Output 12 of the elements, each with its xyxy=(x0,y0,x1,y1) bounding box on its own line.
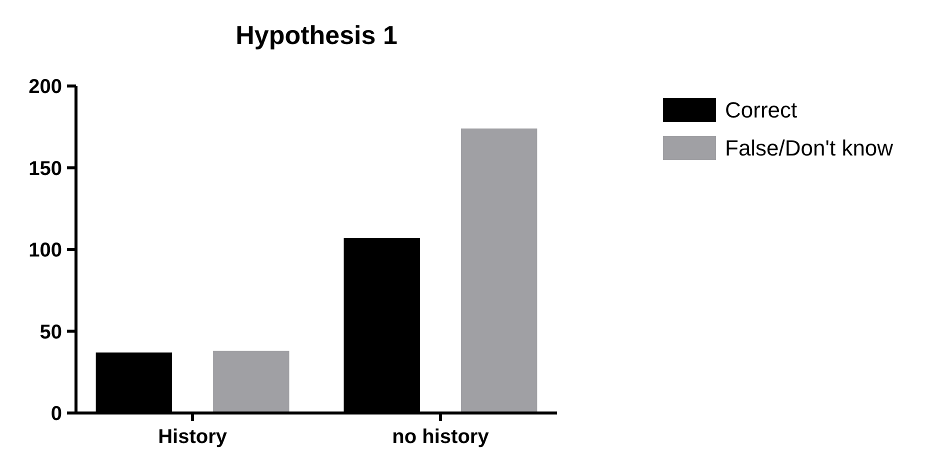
bar xyxy=(460,128,538,413)
legend-label: Correct xyxy=(725,98,798,123)
y-tick-label: 200 xyxy=(28,76,62,98)
y-tick-label: 0 xyxy=(50,403,62,425)
y-tick-label: 100 xyxy=(28,240,62,262)
y-tick-label: 50 xyxy=(40,321,62,344)
bar xyxy=(213,350,290,413)
x-tick-label: no history xyxy=(392,426,490,448)
x-tick-label: History xyxy=(158,426,228,448)
y-tick-label: 150 xyxy=(28,158,62,180)
legend-label: False/Don't know xyxy=(725,136,894,161)
chart-title: Hypothesis 1 xyxy=(236,20,398,50)
